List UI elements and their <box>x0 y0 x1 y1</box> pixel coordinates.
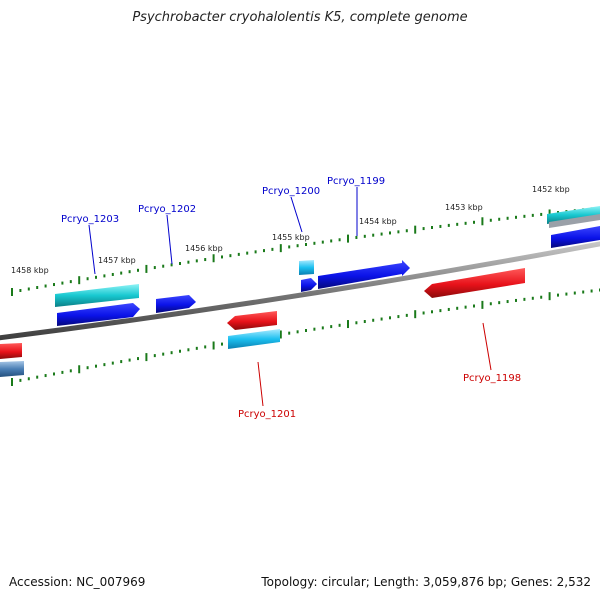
tick-label-1455: 1455 kbp <box>272 233 310 242</box>
scale-ticks-upper <box>11 206 600 296</box>
forward-gene-track <box>55 206 600 326</box>
accession-text: Accession: NC_007969 <box>9 575 146 589</box>
tick-label-1452: 1452 kbp <box>532 185 570 194</box>
gene-block-right[interactable] <box>551 226 600 248</box>
tick-label-1457: 1457 kbp <box>98 256 136 265</box>
gene-arrow-pcryo-1198[interactable] <box>424 268 525 298</box>
gene-label-pcryo-1201[interactable]: Pcryo_1201 <box>238 409 296 420</box>
feature-cyan-right[interactable] <box>547 206 600 224</box>
feature-sky-pcryo-1201[interactable] <box>228 329 280 349</box>
chromosome-backbone <box>0 241 600 341</box>
gene-label-pcryo-1200[interactable]: Pcryo_1200 <box>262 186 320 197</box>
gene-label-pcryo-1203[interactable]: Pcryo_1203 <box>61 214 119 225</box>
feature-cyan-pcryo-1203[interactable] <box>55 284 139 307</box>
gene-arrow-pcryo-1199[interactable] <box>318 260 410 289</box>
tick-label-1454: 1454 kbp <box>359 217 397 226</box>
scale-ticks-lower <box>11 288 600 386</box>
gene-label-pcryo-1199[interactable]: Pcryo_1199 <box>327 176 385 187</box>
gene-label-pcryo-1198[interactable]: Pcryo_1198 <box>463 373 521 384</box>
label-leader-lines <box>88 187 492 407</box>
reverse-gene-track <box>0 268 525 377</box>
genome-stats-text: Topology: circular; Length: 3,059,876 bp… <box>261 575 591 589</box>
tick-label-1458: 1458 kbp <box>11 266 49 275</box>
gene-block-left-red[interactable] <box>0 343 22 359</box>
feature-steel-left[interactable] <box>0 361 24 377</box>
gene-arrow-pcryo-1201[interactable] <box>227 311 277 330</box>
tick-label-1456: 1456 kbp <box>185 244 223 253</box>
gene-arrow-pcryo-1200[interactable] <box>301 278 317 292</box>
feature-cyan-pcryo-1200[interactable] <box>299 260 314 275</box>
tick-label-1453: 1453 kbp <box>445 203 483 212</box>
map-title: Psychrobacter cryohalolentis K5, complet… <box>132 10 468 25</box>
gene-label-pcryo-1202[interactable]: Pcryo_1202 <box>138 204 196 215</box>
gene-arrow-pcryo-1203[interactable] <box>57 303 140 326</box>
feature-gray-right[interactable] <box>549 214 600 228</box>
gene-arrow-pcryo-1202[interactable] <box>156 295 196 313</box>
